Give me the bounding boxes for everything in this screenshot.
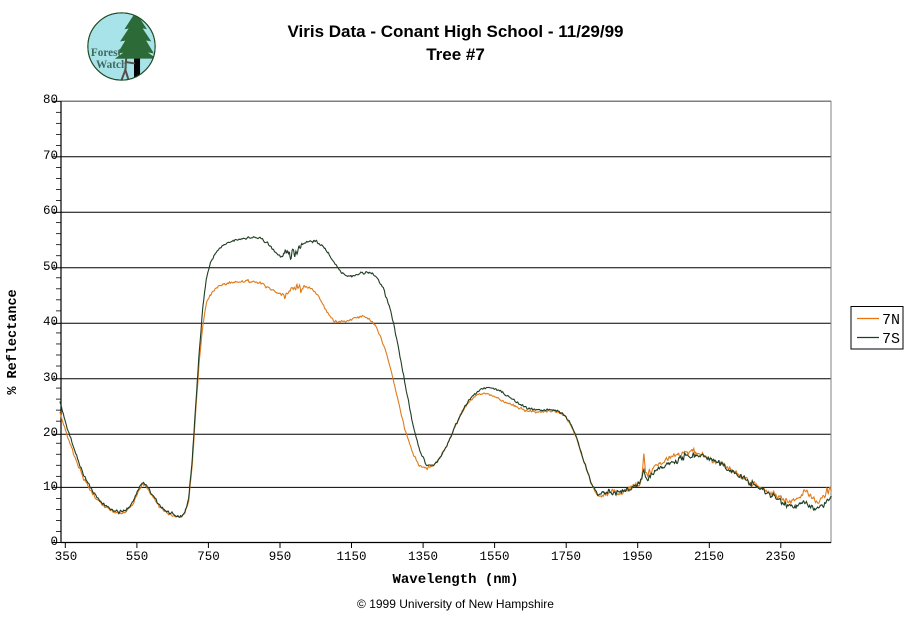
svg-text:7N: 7N xyxy=(882,312,900,329)
svg-text:7S: 7S xyxy=(882,331,900,348)
svg-text:Watch: Watch xyxy=(96,59,128,71)
svg-text:Forest: Forest xyxy=(91,47,122,59)
